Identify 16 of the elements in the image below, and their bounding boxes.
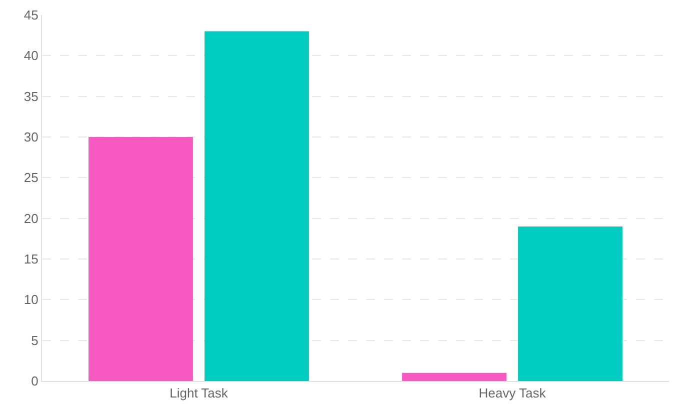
bar: [88, 137, 193, 381]
y-tick-label: 25: [24, 170, 38, 186]
y-tick-label: 40: [24, 48, 38, 64]
y-tick-label: 45: [24, 8, 38, 23]
bar: [204, 31, 309, 381]
y-tick-label: 15: [24, 252, 38, 267]
x-tick-label: Light Task: [170, 386, 228, 401]
bar: [402, 372, 506, 381]
y-tick-label: 0: [31, 374, 38, 389]
y-tick-label: 10: [24, 292, 38, 308]
bar: [518, 226, 622, 381]
y-tick-label: 20: [24, 210, 38, 226]
y-tick-label: 30: [24, 130, 38, 145]
y-tick-label: 35: [24, 88, 38, 104]
y-tick-label: 5: [31, 332, 38, 348]
x-tick-label: Heavy Task: [478, 386, 546, 401]
